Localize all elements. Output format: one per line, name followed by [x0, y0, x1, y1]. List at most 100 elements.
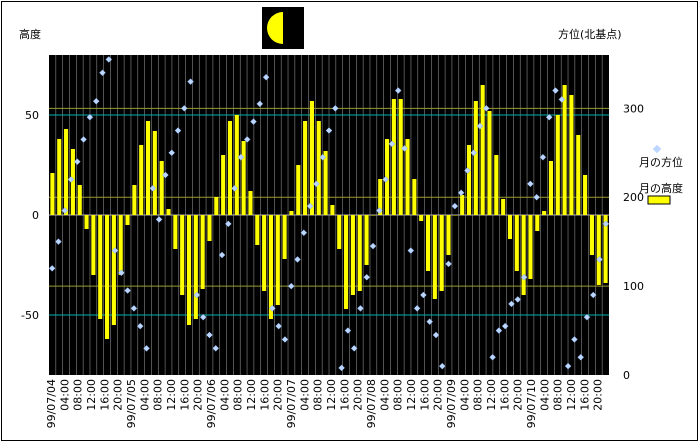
azimuth-point: [426, 318, 434, 326]
altitude-bar: [528, 215, 533, 279]
azimuth-point: [250, 118, 257, 126]
legend-azimuth-label: 月の方位: [639, 155, 683, 169]
azimuth-point: [413, 304, 421, 312]
altitude-bar: [364, 215, 369, 265]
azimuth-point: [319, 153, 327, 161]
altitude-bar: [371, 215, 376, 216]
azimuth-point: [552, 87, 559, 94]
altitude-bar: [91, 215, 96, 275]
azimuth-point: [533, 193, 540, 201]
azimuth-point: [344, 327, 352, 334]
altitude-bar: [70, 149, 75, 215]
x-tick-label: 12:00: [245, 379, 258, 411]
altitude-bar: [323, 151, 328, 215]
azimuth-point: [438, 362, 446, 370]
altitude-bar: [152, 131, 157, 215]
azimuth-point: [495, 327, 503, 334]
azimuth-point: [589, 291, 597, 299]
x-tick-label: 04:00: [218, 379, 231, 411]
altitude-bar: [603, 215, 608, 283]
azimuth-point: [306, 202, 314, 210]
azimuth-point: [545, 113, 553, 121]
altitude-bar: [234, 115, 239, 215]
azimuth-point: [294, 256, 301, 263]
right-tick-label: 100: [623, 280, 644, 293]
azimuth-point: [313, 180, 320, 188]
x-tick-label: 04:00: [138, 379, 151, 411]
azimuth-point: [143, 344, 150, 352]
azimuth-point: [118, 269, 125, 277]
left-tick-label: 50: [25, 109, 39, 122]
altitude-bar: [241, 141, 246, 215]
altitude-bar: [105, 215, 110, 339]
x-tick-label: 12:00: [165, 379, 178, 411]
x-tick-label: 99/07/06: [205, 379, 218, 428]
azimuth-point: [451, 202, 459, 210]
legend: 月の方位 月の高度: [639, 144, 683, 205]
x-tick-label: 99/07/08: [365, 379, 378, 428]
azimuth-point: [558, 96, 566, 103]
azimuth-point: [105, 56, 113, 63]
azimuth-point: [243, 136, 251, 143]
altitude-bar: [57, 139, 62, 215]
azimuth-point: [61, 207, 69, 214]
x-tick-label: 20:00: [192, 379, 205, 411]
azimuth-point: [92, 97, 100, 105]
azimuth-point: [256, 100, 264, 108]
right-tick-label: 300: [623, 102, 644, 115]
altitude-bar: [453, 215, 458, 216]
altitude-bar: [145, 121, 151, 215]
altitude-bar: [425, 215, 431, 271]
azimuth-point: [401, 144, 408, 152]
azimuth-point: [218, 251, 226, 259]
azimuth-point: [564, 362, 572, 370]
right-axis: 0 100 200 300: [623, 102, 644, 382]
altitude-bar: [439, 215, 444, 291]
left-axis-title: 高度: [19, 27, 41, 41]
altitude-bar: [514, 215, 519, 271]
altitude-bar: [289, 211, 294, 215]
x-tick-label: 16:00: [338, 379, 351, 411]
altitude-bar: [569, 95, 574, 215]
x-tick-label: 20:00: [112, 379, 125, 411]
x-tick-label: 12:00: [85, 379, 98, 411]
azimuth-point: [67, 176, 75, 183]
azimuth-point: [420, 291, 427, 299]
altitude-bar: [419, 215, 424, 221]
x-tick-label: 20:00: [352, 379, 365, 411]
altitude-bar: [268, 215, 273, 319]
altitude-bar: [473, 101, 478, 215]
left-tick-label: 0: [32, 209, 39, 222]
azimuth-point: [174, 127, 182, 134]
azimuth-point: [281, 336, 289, 343]
azimuth-point: [231, 184, 238, 192]
azimuth-point: [375, 207, 383, 214]
azimuth-point: [331, 104, 339, 112]
azimuth-point: [482, 104, 490, 112]
azimuth-point: [407, 247, 415, 254]
altitude-bar: [303, 121, 308, 215]
azimuth-point: [388, 140, 396, 148]
legend-altitude-label: 月の高度: [639, 181, 683, 195]
altitude-bar: [555, 115, 560, 215]
azimuth-point: [193, 291, 201, 299]
x-tick-label: 04:00: [538, 379, 551, 411]
altitude-bar: [214, 197, 219, 215]
azimuth-point: [80, 136, 87, 143]
x-tick-label: 08:00: [72, 379, 85, 411]
altitude-bar: [111, 215, 116, 325]
altitude-bar: [337, 215, 342, 249]
azimuth-point: [206, 331, 213, 339]
azimuth-point: [432, 331, 440, 339]
altitude-bar: [282, 215, 287, 259]
x-tick-label: 16:00: [258, 379, 271, 411]
azimuth-point: [476, 122, 484, 130]
azimuth-point: [262, 73, 270, 81]
azimuth-point: [369, 242, 377, 250]
azimuth-point: [86, 113, 94, 121]
x-tick-label: 16:00: [178, 379, 191, 411]
azimuth-point: [445, 260, 452, 268]
altitude-bar: [173, 215, 178, 249]
azimuth-point: [325, 127, 333, 134]
